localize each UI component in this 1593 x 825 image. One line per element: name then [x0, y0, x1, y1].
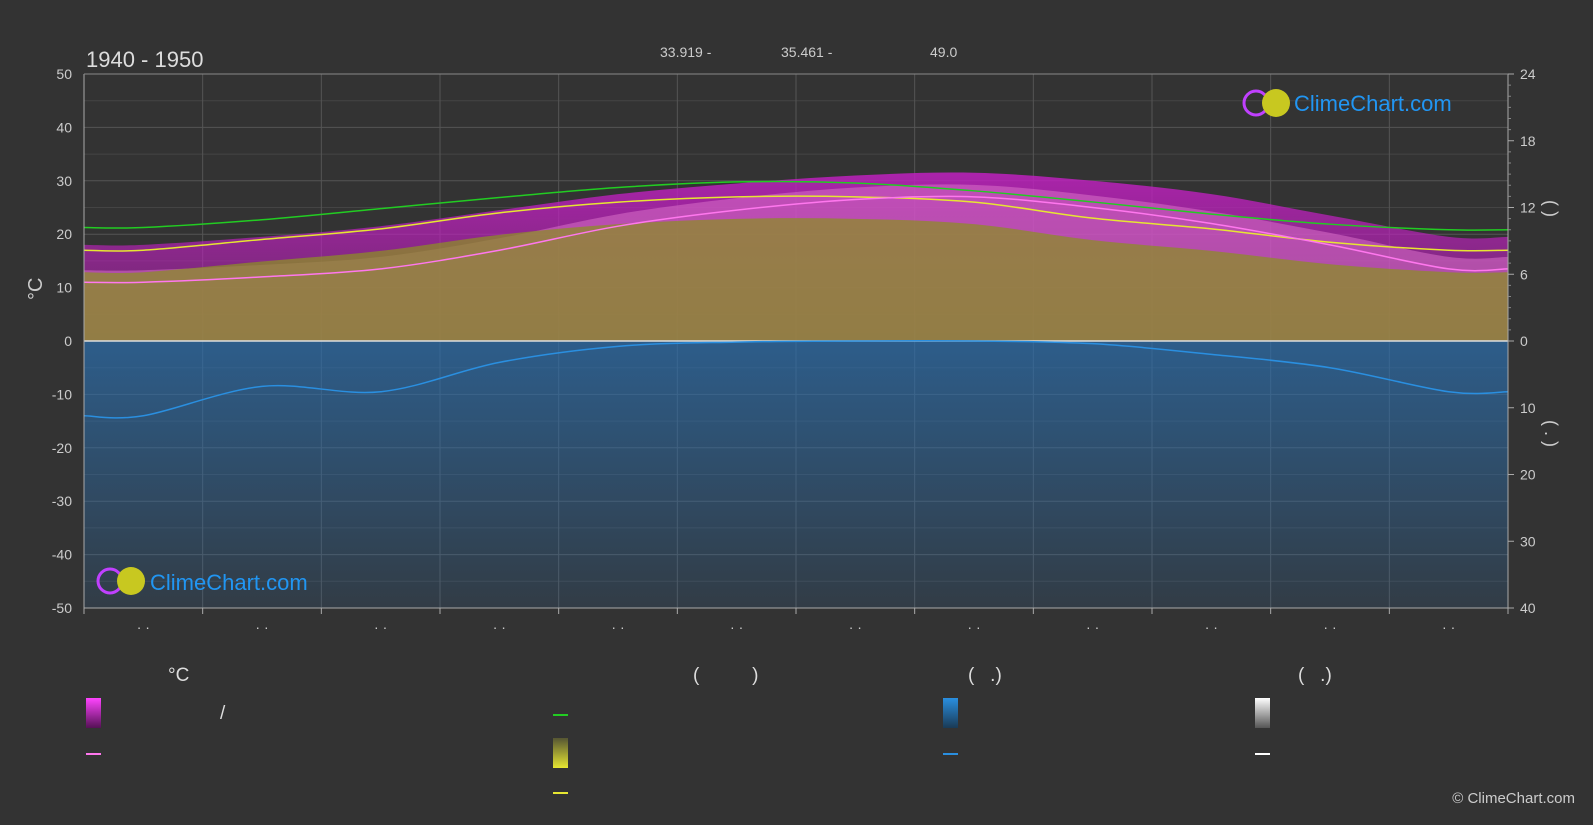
- y2-tick-label: 0: [1520, 333, 1528, 349]
- legend-precip-heading: ( .): [968, 665, 1002, 686]
- sunshine-area: [84, 218, 1508, 341]
- legend-sunshine-line: [553, 792, 568, 794]
- mean-temp-line: [83, 195, 1509, 284]
- axes: 50 40 30 20 10 0 -10 -20 -30 -40 -50 24 18 12 6 0 10 20 30…: [52, 66, 1536, 635]
- legend-daylight-line: [553, 714, 568, 716]
- y-tick-label: 50: [56, 66, 72, 82]
- latitude-value: 33.919 -: [660, 44, 712, 60]
- y2-tick-label: 6: [1520, 266, 1528, 282]
- y2-tick-label: 24: [1520, 66, 1536, 82]
- y2-tick-label: 20: [1520, 467, 1536, 483]
- precip-area: [84, 341, 1508, 608]
- data-areas: [84, 172, 1508, 608]
- y2-tick-label: 12: [1520, 200, 1536, 216]
- y-tick-label: -30: [52, 493, 72, 509]
- chart-title: 1940 - 1950: [86, 47, 203, 72]
- y-tick-label: 0: [64, 333, 72, 349]
- legend-mean-temp-line: [86, 753, 101, 755]
- y-tick-label: -20: [52, 440, 72, 456]
- daylight-line: [83, 180, 1509, 231]
- y-tick-label: 40: [56, 119, 72, 135]
- logo-sun-icon: [1262, 89, 1290, 117]
- y2-tick-label: 10: [1520, 400, 1536, 416]
- x-tick-label: · ·: [493, 619, 506, 635]
- x-tick-label: · ·: [1323, 619, 1336, 635]
- x-tick-label: · ·: [374, 619, 387, 635]
- y-tick-label: 30: [56, 173, 72, 189]
- longitude-value: 35.461 -: [781, 44, 833, 60]
- legend-max-temp-swatch: [86, 698, 101, 728]
- legend-range-label: /: [220, 703, 226, 724]
- logo-text-bottom: ClimeChart.com: [150, 570, 308, 595]
- x-tick-label: · ·: [137, 619, 150, 635]
- x-tick-label: · ·: [849, 619, 862, 635]
- y-tick-label: -50: [52, 600, 72, 616]
- legend-sunshine-swatch: [553, 738, 568, 768]
- legend-precip-line: [943, 753, 958, 755]
- x-tick-label: · ·: [1086, 619, 1099, 635]
- x-tick-label: · ·: [967, 619, 980, 635]
- y2-tick-label: 18: [1520, 133, 1536, 149]
- x-tick-label: · ·: [730, 619, 743, 635]
- precip-line: [83, 340, 1509, 419]
- logo-top: ClimeChart.com: [1242, 89, 1452, 117]
- y-tick-label: 20: [56, 226, 72, 242]
- x-tick-label: · ·: [1205, 619, 1218, 635]
- copyright: © ClimeChart.com: [1452, 790, 1575, 807]
- x-tick-label: · ·: [1442, 619, 1455, 635]
- y2-tick-label: 40: [1520, 600, 1536, 616]
- logo-bottom: ClimeChart.com: [96, 567, 308, 595]
- legend-snow-line: [1255, 753, 1270, 755]
- y-tick-label: 10: [56, 280, 72, 296]
- logo-text-top: ClimeChart.com: [1294, 91, 1452, 116]
- y2-tick-label: 30: [1520, 533, 1536, 549]
- y-tick-label: -40: [52, 547, 72, 563]
- x-tick-label: · ·: [611, 619, 624, 635]
- y-tick-label: -10: [52, 386, 72, 402]
- data-lines: [83, 180, 1509, 419]
- x-tick-label: · ·: [255, 619, 268, 635]
- legend-snow-swatch: [1255, 698, 1270, 728]
- elevation-value: 49.0: [930, 44, 957, 60]
- legend-snow-heading: ( .): [1298, 665, 1332, 686]
- y2-axis-label-top: ( ): [1541, 200, 1561, 217]
- logo-sun-icon: [117, 567, 145, 595]
- y2-axis-label-bottom: ( . ): [1541, 420, 1561, 447]
- legend-temp-heading: °C: [168, 665, 190, 686]
- y-axis-label: °C: [25, 278, 47, 300]
- legend-precip-swatch: [943, 698, 958, 728]
- legend-sunshine-heading: ( ): [693, 665, 759, 686]
